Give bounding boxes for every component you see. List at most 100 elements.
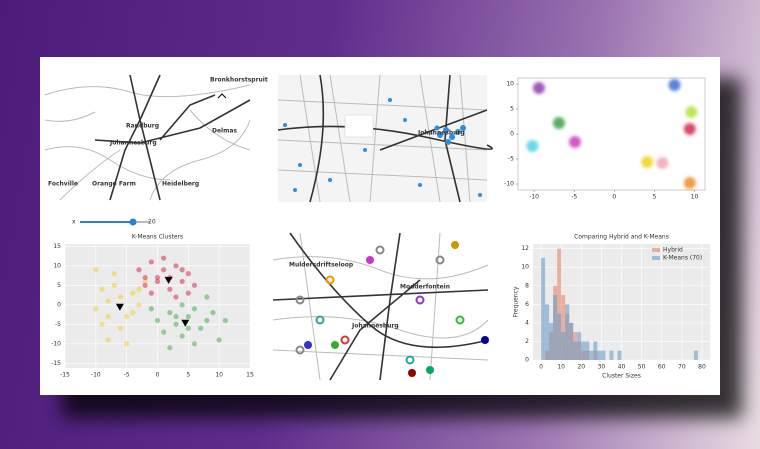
cluster-point xyxy=(210,310,216,316)
map-label: Johannesburg xyxy=(417,130,465,137)
cluster-point xyxy=(130,290,136,296)
cluster-point xyxy=(124,341,130,347)
cluster-point xyxy=(179,333,185,339)
cluster-point xyxy=(142,282,148,288)
histogram-bar xyxy=(609,350,614,360)
y-tick-label: 15 xyxy=(53,243,61,250)
cluster-point xyxy=(142,274,148,281)
cluster-point xyxy=(136,286,142,292)
histogram-bar xyxy=(601,350,606,360)
cluster-point xyxy=(130,310,136,316)
plot-area xyxy=(517,77,706,191)
x-tick-label: -5 xyxy=(124,372,130,379)
slider[interactable]: x 20 xyxy=(72,218,156,226)
cluster-point xyxy=(173,263,179,269)
slider-value: 20 xyxy=(148,219,156,226)
cluster-point xyxy=(191,282,198,288)
slider-label: x xyxy=(72,219,76,226)
map-label: Orange Farm xyxy=(92,181,136,188)
y-tick-label: -10 xyxy=(51,340,61,347)
histogram-bar xyxy=(541,257,546,360)
map-label: Delmas xyxy=(212,128,237,135)
cluster-point xyxy=(105,313,111,320)
cluster-point xyxy=(93,267,99,273)
cluster-point xyxy=(167,286,173,292)
cluster-point xyxy=(683,177,696,189)
cluster-point xyxy=(185,290,191,296)
map-panel-5 xyxy=(272,232,489,381)
x-tick-label: 80 xyxy=(698,364,706,371)
y-tick-label: 0 xyxy=(510,131,514,138)
y-tick-label: 4 xyxy=(525,319,529,326)
x-tick-label: 60 xyxy=(658,364,666,371)
y-tick-label: 5 xyxy=(510,106,514,113)
cluster-point xyxy=(222,317,228,324)
cluster-point xyxy=(191,306,198,312)
cluster-point xyxy=(142,278,148,285)
histogram-bar xyxy=(597,350,602,360)
histogram-bar xyxy=(557,248,562,360)
x-tick-label: 40 xyxy=(618,364,626,371)
cluster-point xyxy=(656,157,669,169)
x-tick-label: -5 xyxy=(571,194,577,201)
y-tick-label: -5 xyxy=(55,321,61,328)
map-label: Muldersdriftseloop xyxy=(289,262,354,269)
cluster-point xyxy=(685,106,698,118)
chart-title: K-Means Clusters xyxy=(132,234,183,241)
y-tick-label: 10 xyxy=(53,262,61,269)
cluster-point xyxy=(185,325,191,331)
cluster-point xyxy=(93,306,99,312)
cluster-point xyxy=(668,79,681,91)
cluster-point xyxy=(185,313,191,320)
centroid-marker xyxy=(115,303,124,311)
histogram-bar xyxy=(565,304,570,360)
cluster-point xyxy=(552,117,565,129)
x-tick-label: 15 xyxy=(246,372,254,379)
cluster-point xyxy=(154,278,161,285)
cluster-point xyxy=(154,317,161,324)
map-label: Fochville xyxy=(48,181,78,188)
cluster-point xyxy=(532,82,545,94)
y-tick-label: 0 xyxy=(525,357,529,364)
map-panel-1 xyxy=(44,74,251,201)
y-tick-label: 6 xyxy=(525,301,529,308)
x-tick-label: -15 xyxy=(60,372,70,379)
cluster-point xyxy=(683,123,696,135)
y-axis-label: Frequency xyxy=(513,286,520,317)
centroid-marker xyxy=(181,319,190,327)
histogram-bar xyxy=(561,295,566,360)
cluster-point xyxy=(148,259,154,265)
map-label: Bronkhorstspruit xyxy=(210,77,268,84)
cluster-point xyxy=(136,267,142,273)
histogram-bar xyxy=(561,332,566,360)
legend-label: Hybrid xyxy=(663,247,683,254)
y-tick-label: 10 xyxy=(506,81,514,88)
cluster-point xyxy=(136,302,142,308)
cluster-point xyxy=(148,306,154,312)
map-label: Heidelberg xyxy=(162,181,199,188)
x-tick-label: 10 xyxy=(691,194,699,201)
cluster-point xyxy=(179,302,185,308)
x-tick-label: 20 xyxy=(577,364,585,371)
y-tick-label: 0 xyxy=(57,301,61,308)
cluster-point xyxy=(173,294,179,300)
x-tick-label: -10 xyxy=(529,194,539,201)
cluster-point xyxy=(204,317,210,324)
x-tick-label: -10 xyxy=(91,372,101,379)
map-panel-2 xyxy=(277,74,493,203)
y-tick-label: -5 xyxy=(508,156,514,163)
cluster-point xyxy=(161,329,167,335)
cluster-point xyxy=(526,140,539,152)
cluster-point xyxy=(185,271,191,277)
histogram-bar xyxy=(581,341,586,360)
cluster-point xyxy=(117,294,124,300)
x-tick-label: 30 xyxy=(598,364,606,371)
chart-title: Comparing Hybrid and K-Means xyxy=(574,234,669,241)
y-tick-label: 2 xyxy=(525,338,529,345)
map-label: Johannesburg xyxy=(109,140,157,147)
cluster-point xyxy=(161,255,167,261)
cluster-point xyxy=(105,298,111,304)
histogram-bar xyxy=(693,350,698,360)
slider-knob[interactable] xyxy=(129,218,137,226)
